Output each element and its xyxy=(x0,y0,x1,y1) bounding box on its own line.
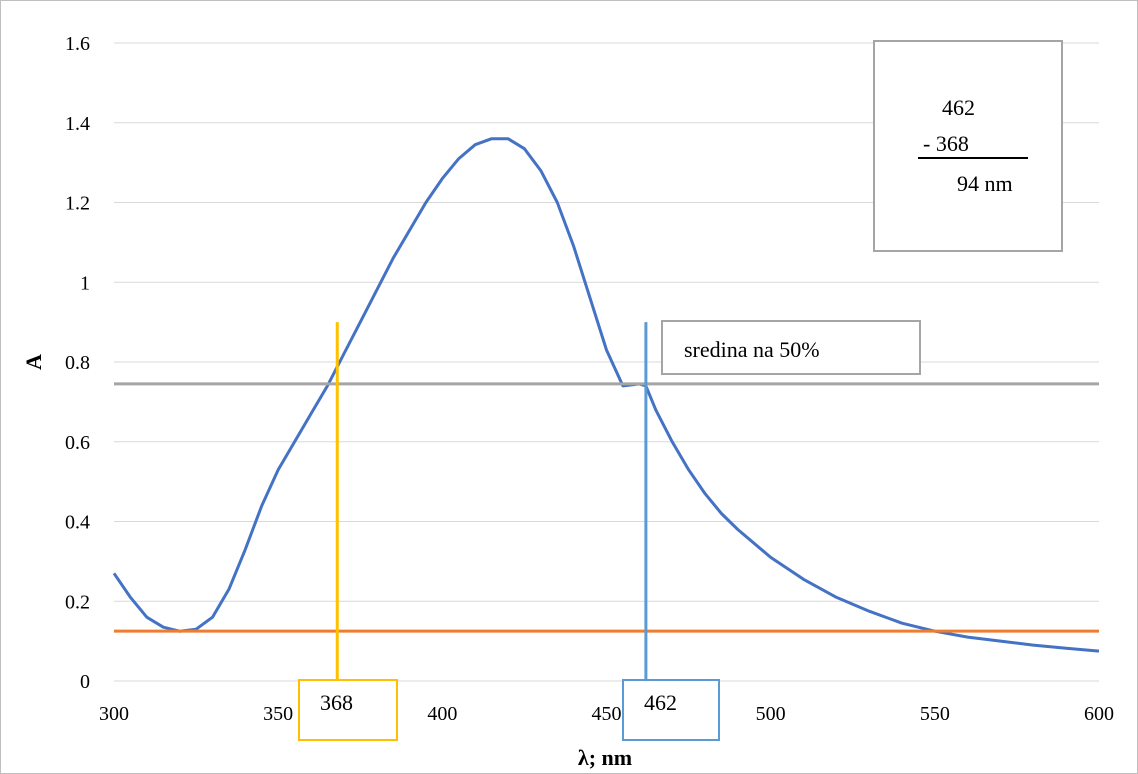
y-tick-label: 1 xyxy=(80,272,90,294)
calc-line-3: 94 nm xyxy=(957,171,1013,196)
grid-layer xyxy=(114,42,1099,682)
y-tick-label: 0 xyxy=(80,671,90,693)
calc-box xyxy=(873,40,1063,252)
x-tick-label: 500 xyxy=(756,703,786,725)
y-tick-label: 0.2 xyxy=(65,591,90,613)
x-tick-label: 600 xyxy=(1084,703,1114,725)
right-marker-label: 462 xyxy=(644,690,677,715)
y-tick-label: 0.8 xyxy=(65,352,90,374)
left-marker-box xyxy=(298,679,398,741)
x-axis-title: λ; nm xyxy=(578,745,632,770)
y-tick-label: 0.6 xyxy=(65,432,90,454)
x-tick-label: 550 xyxy=(920,703,950,725)
calc-line-1: 462 xyxy=(942,95,975,120)
reference-lines xyxy=(114,322,1099,680)
x-tick-label: 400 xyxy=(427,703,457,725)
x-tick-labels: 300 350 400 450 500 550 600 xyxy=(99,703,1114,725)
absorbance-series-line xyxy=(112,137,1100,653)
y-tick-labels: 0 0.2 0.4 0.6 0.8 1 1.2 1.4 1.6 xyxy=(65,33,90,693)
x-tick-label: 450 xyxy=(592,703,622,725)
left-marker-label: 368 xyxy=(320,690,353,715)
y-tick-label: 1.2 xyxy=(65,193,90,215)
x-tick-label: 300 xyxy=(99,703,129,725)
y-tick-label: 0.4 xyxy=(65,512,90,534)
mid-label-text: sredina na 50% xyxy=(684,337,820,362)
y-axis-title: A xyxy=(21,354,46,370)
calc-line-2: - 368 xyxy=(923,131,969,156)
right-marker-box xyxy=(622,679,720,741)
y-tick-label: 1.4 xyxy=(65,113,90,135)
series-layer xyxy=(112,137,1100,653)
mid-label-box xyxy=(661,320,921,375)
y-tick-label: 1.6 xyxy=(65,33,90,55)
x-tick-label: 350 xyxy=(263,703,293,725)
